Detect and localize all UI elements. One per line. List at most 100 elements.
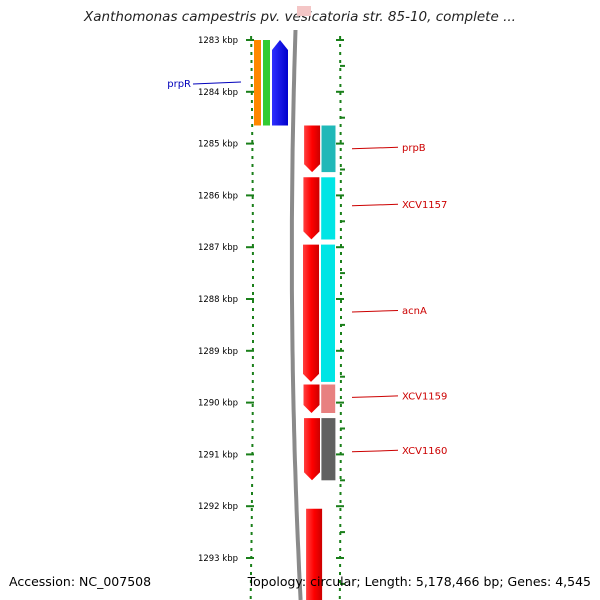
scale-dot xyxy=(252,332,254,335)
scale-dot xyxy=(251,444,254,447)
scale-dot xyxy=(251,188,254,191)
tick-mark-left xyxy=(246,90,254,93)
scale-dot xyxy=(252,340,254,343)
gene-label-XCV1160[interactable]: XCV1160 xyxy=(402,446,447,457)
scale-dot xyxy=(250,76,253,79)
scale-dot xyxy=(339,228,342,231)
scale-dot xyxy=(251,180,254,183)
scale-dot xyxy=(250,36,253,39)
scale-dot xyxy=(339,236,342,239)
scale-dot xyxy=(339,580,341,583)
tick-mark-right xyxy=(336,39,344,41)
scale-dot xyxy=(252,276,254,279)
gene-arrow-XCV1159[interactable] xyxy=(303,384,320,414)
tick-mark-right xyxy=(336,298,344,300)
scale-dot xyxy=(339,180,342,183)
scale-dot xyxy=(339,76,342,79)
tick-label: 1292 kbp xyxy=(198,502,238,512)
scale-dot xyxy=(340,356,342,359)
tick-mark-right xyxy=(336,401,344,404)
scale-dot xyxy=(251,140,254,143)
scale-dot xyxy=(251,484,254,487)
tick-label: 1289 kbp xyxy=(198,347,238,357)
label-leader-line xyxy=(351,449,399,453)
scale-dot xyxy=(340,300,342,303)
tick-mark-left xyxy=(246,453,254,456)
scale-dot xyxy=(251,476,254,479)
tick-mark-left xyxy=(246,505,254,508)
scale-dot xyxy=(340,252,342,255)
scale-dot xyxy=(339,548,342,551)
scale-dot xyxy=(340,268,342,271)
scale-dot xyxy=(339,564,342,567)
gene-label-XCV1159[interactable]: XCV1159 xyxy=(402,391,447,402)
scale-dot xyxy=(249,580,252,583)
scale-dot xyxy=(251,492,253,495)
scale-dot xyxy=(340,292,342,295)
scale-dot xyxy=(339,212,342,215)
scale-dot xyxy=(339,492,342,495)
tick-mark-left xyxy=(246,298,254,300)
gene-arrow-acnA[interactable] xyxy=(303,244,319,382)
scale-dot xyxy=(250,60,253,63)
scale-dot xyxy=(339,156,342,159)
scale-dot xyxy=(339,532,342,535)
gene-arrow-prpB[interactable] xyxy=(304,125,321,173)
scale-dot xyxy=(251,356,254,359)
scale-dot xyxy=(339,124,342,127)
gene-labels: prpR prpB XCV1157 acnA XCV1159 XCV1160 xyxy=(167,79,447,457)
gene-arrow-next-gene[interactable] xyxy=(306,508,323,600)
gene-label-XCV1157[interactable]: XCV1157 xyxy=(402,200,447,211)
gene-label-prpB[interactable]: prpB xyxy=(402,143,426,154)
scale-dot xyxy=(251,412,254,415)
scale-dot xyxy=(339,68,342,71)
gene-label-prpR[interactable]: prpR xyxy=(167,79,191,90)
scale-dot xyxy=(251,236,254,239)
green-bar xyxy=(263,40,270,126)
page-title: Xanthomonas campestris pv. vesicatoria s… xyxy=(84,9,516,25)
scale-dot xyxy=(340,284,342,287)
minor-tick-mark xyxy=(340,582,345,585)
tick-label: 1293 kbp xyxy=(198,554,238,564)
scale-dot xyxy=(339,444,342,447)
scale-dot xyxy=(340,244,342,247)
scale-dot xyxy=(338,596,341,599)
scale-dot xyxy=(339,476,342,479)
feature-bars xyxy=(254,40,336,481)
scale-dot xyxy=(251,108,253,111)
scale-dot xyxy=(250,516,253,519)
scale-dot xyxy=(339,388,342,391)
scale-dot xyxy=(251,388,254,391)
scale-dot xyxy=(339,204,342,207)
scale-dot xyxy=(252,324,254,327)
scale-dot xyxy=(250,52,253,55)
minor-tick-mark xyxy=(340,427,345,430)
gene-arrow-XCV1160[interactable] xyxy=(304,418,320,481)
scale-ticks: 1283 kbp 1284 kbp 1285 kbp 1286 kbp 1287 kbp… xyxy=(198,36,345,585)
scale-dot xyxy=(251,436,254,439)
scale-dot xyxy=(251,428,254,431)
scale-dot xyxy=(339,44,342,47)
scale-dot xyxy=(250,532,253,535)
scale-dot xyxy=(340,332,342,335)
scale-dot xyxy=(339,540,342,543)
gene-label-acnA[interactable]: acnA xyxy=(402,306,427,317)
gene-arrow-XCV1157[interactable] xyxy=(303,177,320,240)
minor-tick-mark xyxy=(340,479,345,482)
scale-dot xyxy=(340,316,342,319)
scale-dot xyxy=(251,220,254,223)
tick-mark-left xyxy=(246,39,254,41)
scale-dot xyxy=(339,436,342,439)
accession-text: Accession: NC_007508 xyxy=(9,574,152,589)
scale-dot xyxy=(251,396,254,399)
tick-mark-left xyxy=(246,557,254,559)
minor-tick-mark xyxy=(340,323,345,326)
gray-bar-XCV1160 xyxy=(321,418,336,481)
tick-label: 1288 kbp xyxy=(198,295,238,305)
label-leader-line xyxy=(351,146,399,150)
gene-arrow-prpR[interactable] xyxy=(272,40,288,126)
cyan-bar-XCV1157 xyxy=(321,177,336,240)
scale-dot xyxy=(252,268,254,271)
